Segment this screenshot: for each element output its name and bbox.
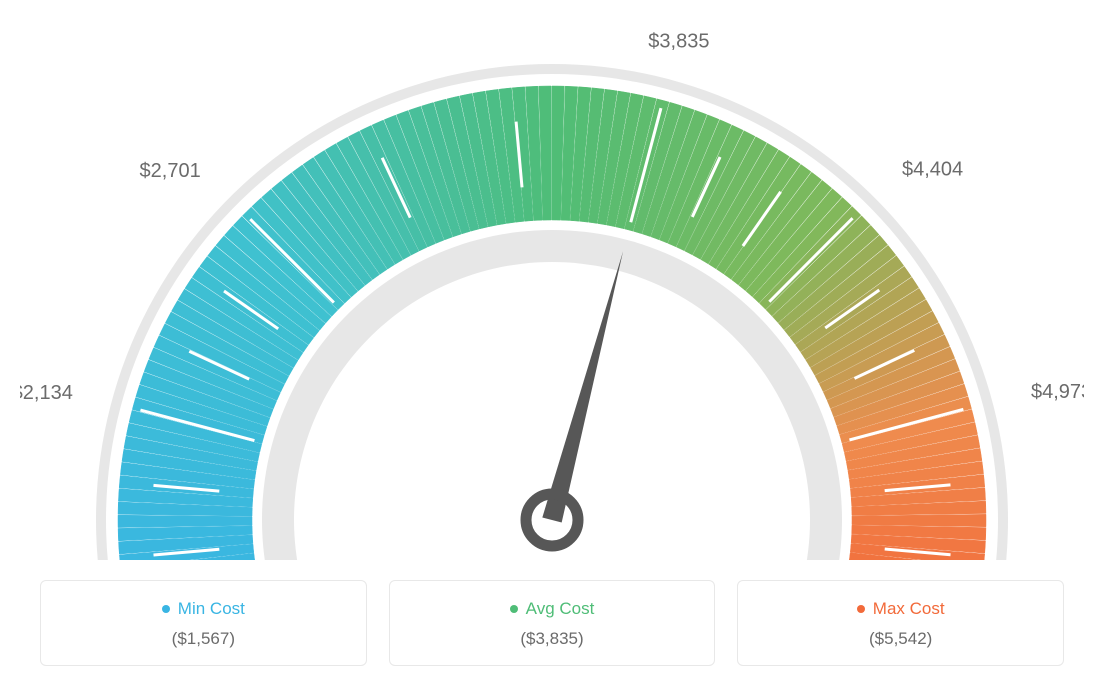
dot-icon <box>162 605 170 613</box>
legend-label-avg: Avg Cost <box>510 599 595 619</box>
gauge-tick-label: $3,835 <box>648 30 709 52</box>
legend-label-max: Max Cost <box>857 599 945 619</box>
gauge-needle <box>542 251 623 522</box>
gauge-tick-label: $4,973 <box>1031 381 1084 403</box>
legend-label-avg-text: Avg Cost <box>526 599 595 619</box>
gauge-tick-label: $2,134 <box>20 382 73 404</box>
legend-card-avg: Avg Cost ($3,835) <box>389 580 716 666</box>
cost-gauge-chart: $1,567$2,134$2,701$3,835$4,404$4,973$5,5… <box>20 20 1084 560</box>
legend-card-min: Min Cost ($1,567) <box>40 580 367 666</box>
legend-label-min-text: Min Cost <box>178 599 245 619</box>
gauge-tick-label: $2,701 <box>140 160 201 182</box>
legend-card-max: Max Cost ($5,542) <box>737 580 1064 666</box>
gauge-svg: $1,567$2,134$2,701$3,835$4,404$4,973$5,5… <box>20 20 1084 560</box>
legend-label-min: Min Cost <box>162 599 245 619</box>
dot-icon <box>857 605 865 613</box>
legend-value-avg: ($3,835) <box>406 629 699 649</box>
legend-row: Min Cost ($1,567) Avg Cost ($3,835) Max … <box>20 580 1084 666</box>
legend-value-max: ($5,542) <box>754 629 1047 649</box>
legend-value-min: ($1,567) <box>57 629 350 649</box>
gauge-tick-label: $4,404 <box>902 159 963 181</box>
legend-label-max-text: Max Cost <box>873 599 945 619</box>
dot-icon <box>510 605 518 613</box>
